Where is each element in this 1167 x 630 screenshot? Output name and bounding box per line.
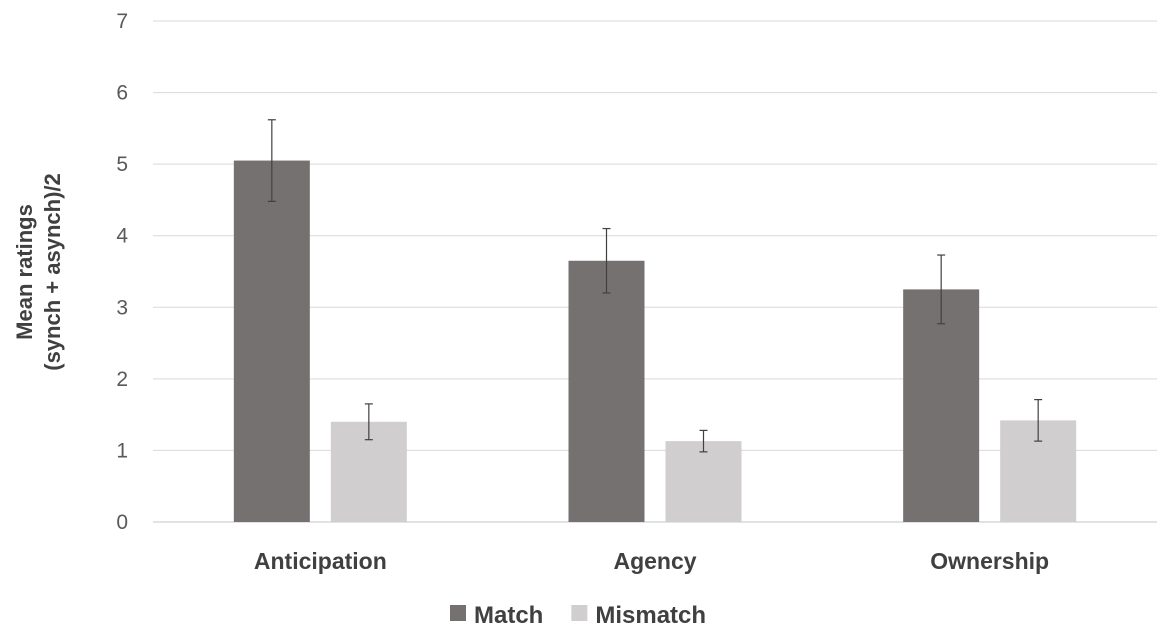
error-bar-match-ownership	[937, 254, 946, 325]
y-axis-title-line-1: Mean ratings	[12, 204, 37, 340]
bar-match-ownership	[903, 289, 980, 522]
legend: Match Mismatch	[450, 602, 706, 629]
y-tick-label: 0	[116, 511, 128, 534]
error-bar-match-agency	[602, 227, 611, 294]
legend-label: Mismatch	[595, 602, 706, 629]
y-axis-title-line-2: (synch + asynch)/2	[40, 173, 65, 370]
y-tick-label: 1	[116, 439, 128, 462]
legend-swatch	[571, 605, 588, 621]
x-category-label: Anticipation	[254, 548, 387, 574]
error-bars	[267, 119, 1043, 453]
y-tick-label: 2	[116, 368, 128, 391]
gridlines	[153, 20, 1157, 523]
legend-item-mismatch: Mismatch	[571, 602, 706, 629]
error-bar-mismatch-agency	[699, 429, 708, 453]
legend-label: Match	[474, 602, 543, 629]
legend-item-match: Match	[450, 602, 543, 629]
bars	[233, 160, 1077, 523]
legend-swatch	[450, 605, 466, 621]
bar-match-agency	[568, 260, 645, 522]
x-axis-categories: Anticipation Agency Ownership	[254, 548, 1049, 574]
bar-match-anticipation	[233, 160, 310, 523]
y-axis-ticks: 0 1 2 3 4 5 6 7	[116, 10, 128, 534]
x-category-label: Ownership	[930, 548, 1049, 574]
error-bar-match-anticipation	[267, 119, 276, 202]
y-axis-title: Mean ratings (synch + asynch)/2	[12, 173, 65, 370]
y-tick-label: 4	[116, 225, 128, 248]
x-category-label: Agency	[613, 548, 696, 574]
y-tick-label: 7	[116, 10, 128, 33]
y-tick-label: 6	[116, 82, 128, 105]
error-bar-mismatch-anticipation	[364, 403, 373, 441]
bar-mismatch-agency	[665, 441, 742, 522]
y-tick-label: 5	[116, 153, 128, 176]
y-tick-label: 3	[116, 296, 128, 319]
error-bar-mismatch-ownership	[1034, 399, 1043, 442]
